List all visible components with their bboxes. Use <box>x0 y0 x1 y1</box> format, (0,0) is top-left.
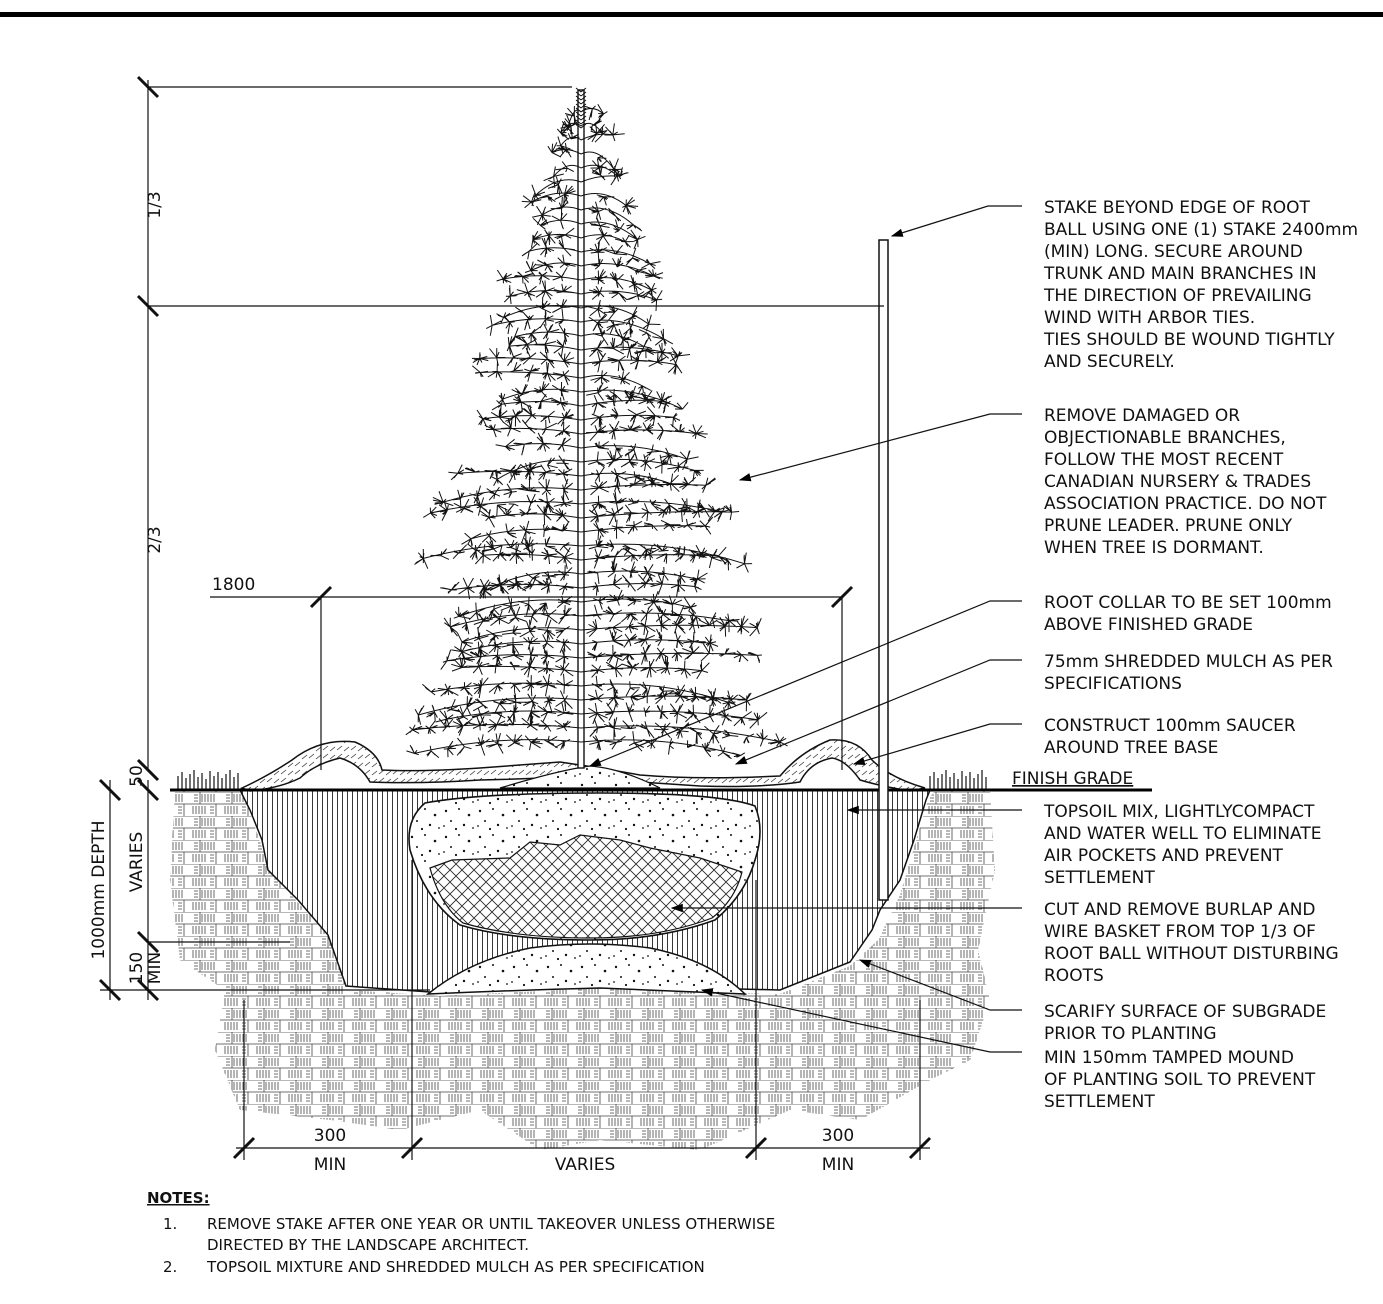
subgrade-soil <box>170 790 995 1150</box>
grass-right <box>929 770 987 790</box>
depth-dimension <box>98 778 430 1002</box>
conifer-needles <box>405 87 788 760</box>
callout-scarify: SCARIFY SURFACE OF SUBGRADE PRIOR TO PLA… <box>1044 1002 1332 1044</box>
tamped-mound <box>425 943 747 995</box>
leader-root-collar <box>588 600 1022 767</box>
conifer-foliage <box>405 87 788 760</box>
leader-mound <box>700 988 1022 1053</box>
dim-varies-vertical: VARIES <box>127 832 147 893</box>
dim-root-ball-width: 1800 <box>212 575 255 595</box>
grass-left <box>177 770 239 790</box>
callout-stake: STAKE BEYOND EDGE OF ROOT BALL USING ONE… <box>1043 198 1363 372</box>
leader-saucer <box>852 723 1022 765</box>
height-dimension <box>136 75 884 802</box>
root-ball-width-dimension <box>210 585 854 770</box>
dim-side-right-min: MIN <box>822 1155 854 1175</box>
tree-trunk <box>577 89 585 769</box>
note-2-text: TOPSOIL MIXTURE AND SHREDDED MULCH AS PE… <box>206 1258 705 1276</box>
callout-prune: REMOVE DAMAGED OR OBJECTIONABLE BRANCHES… <box>1044 406 1332 558</box>
root-ball-burlap <box>429 834 743 939</box>
dim-base-mound: 150 <box>127 952 147 984</box>
note-1-number: 1. <box>163 1215 177 1233</box>
dim-collar-height: 50 <box>127 765 147 787</box>
leader-mulch <box>734 659 1022 765</box>
callout-burlap: CUT AND REMOVE BURLAP AND WIRE BASKET FR… <box>1044 900 1344 986</box>
dim-depth: 1000mm DEPTH <box>89 820 109 959</box>
dim-base-mound-min: MIN <box>145 952 165 984</box>
dim-two-thirds: 2/3 <box>145 526 165 553</box>
notes-title: NOTES: <box>147 1189 210 1207</box>
callout-finish-grade: FINISH GRADE <box>1012 769 1133 789</box>
callout-root-collar: ROOT COLLAR TO BE SET 100mm ABOVE FINISH… <box>1044 593 1337 635</box>
tree-stake <box>878 239 889 901</box>
callout-topsoil: TOPSOIL MIX, LIGHTLYCOMPACT AND WATER WE… <box>1043 802 1327 888</box>
callout-labels: STAKE BEYOND EDGE OF ROOT BALL USING ONE… <box>1012 198 1363 1112</box>
note-2-number: 2. <box>163 1258 177 1276</box>
bottom-dimension <box>232 860 932 1160</box>
dim-side-left: 300 <box>314 1126 346 1146</box>
leader-stake <box>890 205 1022 237</box>
note-1-text: REMOVE STAKE AFTER ONE YEAR OR UNTIL TAK… <box>207 1215 780 1254</box>
dim-top-third: 1/3 <box>145 191 165 218</box>
dim-side-right: 300 <box>822 1126 854 1146</box>
callout-mulch: 75mm SHREDDED MULCH AS PER SPECIFICATION… <box>1044 652 1338 694</box>
leader-lines <box>588 205 1022 1053</box>
leader-scarify <box>858 959 1022 1011</box>
callout-saucer: CONSTRUCT 100mm SAUCER AROUND TREE BASE <box>1044 716 1301 758</box>
notes-block: NOTES: 1. REMOVE STAKE AFTER ONE YEAR OR… <box>147 1189 780 1276</box>
title-block-border <box>0 12 1383 17</box>
dim-center-width: VARIES <box>555 1155 616 1175</box>
dim-side-left-min: MIN <box>314 1155 346 1175</box>
leader-prune <box>738 413 1022 482</box>
callout-mound: MIN 150mm TAMPED MOUND OF PLANTING SOIL … <box>1044 1048 1321 1112</box>
